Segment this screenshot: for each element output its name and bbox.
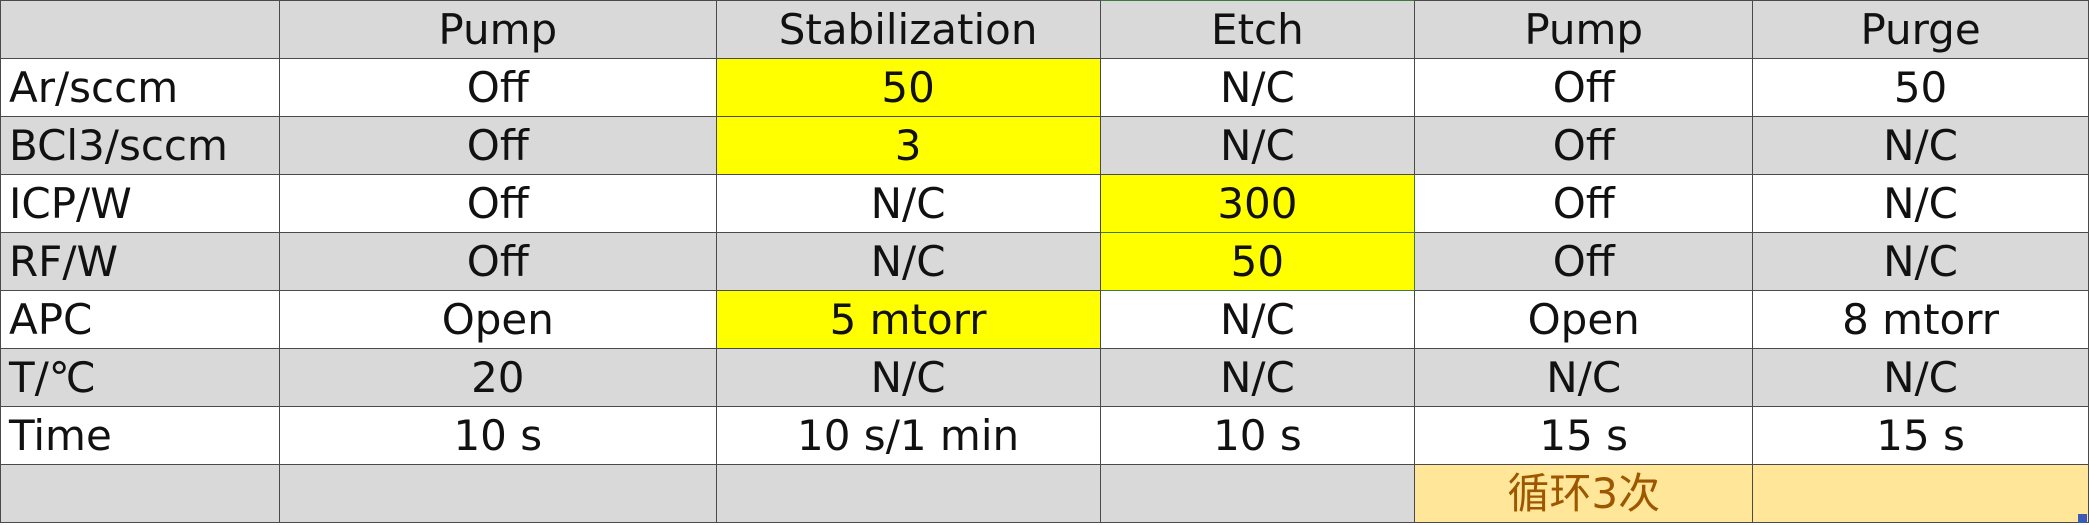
row-label-time[interactable]: Time [0, 406, 280, 465]
loop-note-cell[interactable]: 循环3次 [1414, 464, 1754, 523]
header-cell-stabilization[interactable]: Stabilization [715, 0, 1101, 59]
table-cell[interactable]: 10 s [1099, 406, 1416, 465]
header-cell-purge[interactable]: Purge [1752, 0, 2089, 59]
empty-cell[interactable] [715, 464, 1101, 523]
table-cell[interactable]: 10 s/1 min [715, 406, 1101, 465]
table-cell[interactable]: Off [278, 174, 717, 233]
table-cell[interactable]: Off [278, 58, 717, 117]
table-cell-highlighted[interactable]: 300 [1099, 174, 1416, 233]
table-cell-highlighted[interactable]: 5 mtorr [715, 290, 1101, 349]
table-cell[interactable]: N/C [1099, 290, 1416, 349]
row-label-temperature[interactable]: T/℃ [0, 348, 280, 407]
row-label-ar[interactable]: Ar/sccm [0, 58, 280, 117]
table-row-rf: RF/W Off N/C 50 Off N/C [0, 232, 2089, 291]
table-cell-highlighted[interactable]: 50 [715, 58, 1101, 117]
table-row-temperature: T/℃ 20 N/C N/C N/C N/C [0, 348, 2089, 407]
table-cell-highlighted[interactable]: 3 [715, 116, 1101, 175]
table-row-ar: Ar/sccm Off 50 N/C Off 50 [0, 58, 2089, 117]
table-row-footer: 循环3次 [0, 464, 2089, 523]
table-cell[interactable]: Off [1414, 232, 1754, 291]
table-cell[interactable]: 10 s [278, 406, 717, 465]
table-cell[interactable]: N/C [1752, 116, 2089, 175]
empty-cell[interactable] [0, 464, 280, 523]
row-label-rf[interactable]: RF/W [0, 232, 280, 291]
row-label-bcl3[interactable]: BCl3/sccm [0, 116, 280, 175]
table-row-bcl3: BCl3/sccm Off 3 N/C Off N/C [0, 116, 2089, 175]
table-cell[interactable]: 8 mtorr [1752, 290, 2089, 349]
table-cell[interactable]: N/C [1099, 116, 1416, 175]
fill-handle-icon[interactable] [2078, 514, 2087, 523]
row-label-icp[interactable]: ICP/W [0, 174, 280, 233]
header-cell-pump-2[interactable]: Pump [1414, 0, 1754, 59]
table-cell[interactable]: Off [1414, 116, 1754, 175]
table-cell[interactable]: 15 s [1752, 406, 2089, 465]
table-row-icp: ICP/W Off N/C 300 Off N/C [0, 174, 2089, 233]
header-row: Pump Stabilization Etch Pump Purge [0, 0, 2089, 59]
empty-cell[interactable] [1099, 464, 1416, 523]
table-cell[interactable]: N/C [1752, 232, 2089, 291]
table-cell[interactable]: N/C [1752, 174, 2089, 233]
table-cell[interactable]: Off [1414, 58, 1754, 117]
table-row-apc: APC Open 5 mtorr N/C Open 8 mtorr [0, 290, 2089, 349]
table-cell[interactable]: Off [278, 116, 717, 175]
table-cell[interactable]: 20 [278, 348, 717, 407]
table-cell-highlighted[interactable]: 50 [1099, 232, 1416, 291]
table-cell[interactable]: N/C [715, 232, 1101, 291]
table-cell[interactable]: Off [1414, 174, 1754, 233]
table-cell[interactable]: 15 s [1414, 406, 1754, 465]
header-cell-corner[interactable] [0, 0, 280, 59]
header-cell-pump-1[interactable]: Pump [278, 0, 717, 59]
table-cell[interactable]: N/C [715, 348, 1101, 407]
table-row-time: Time 10 s 10 s/1 min 10 s 15 s 15 s [0, 406, 2089, 465]
table-cell[interactable]: Open [1414, 290, 1754, 349]
table-cell[interactable]: Open [278, 290, 717, 349]
row-label-apc[interactable]: APC [0, 290, 280, 349]
table-cell[interactable]: 50 [1752, 58, 2089, 117]
table-cell[interactable]: Off [278, 232, 717, 291]
table-cell[interactable]: N/C [1414, 348, 1754, 407]
empty-cell[interactable] [278, 464, 717, 523]
loop-fill-cell[interactable] [1752, 464, 2089, 523]
header-cell-etch[interactable]: Etch [1099, 0, 1416, 59]
table-cell[interactable]: N/C [1752, 348, 2089, 407]
table-cell[interactable]: N/C [715, 174, 1101, 233]
table-cell[interactable]: N/C [1099, 348, 1416, 407]
table-cell[interactable]: N/C [1099, 58, 1416, 117]
